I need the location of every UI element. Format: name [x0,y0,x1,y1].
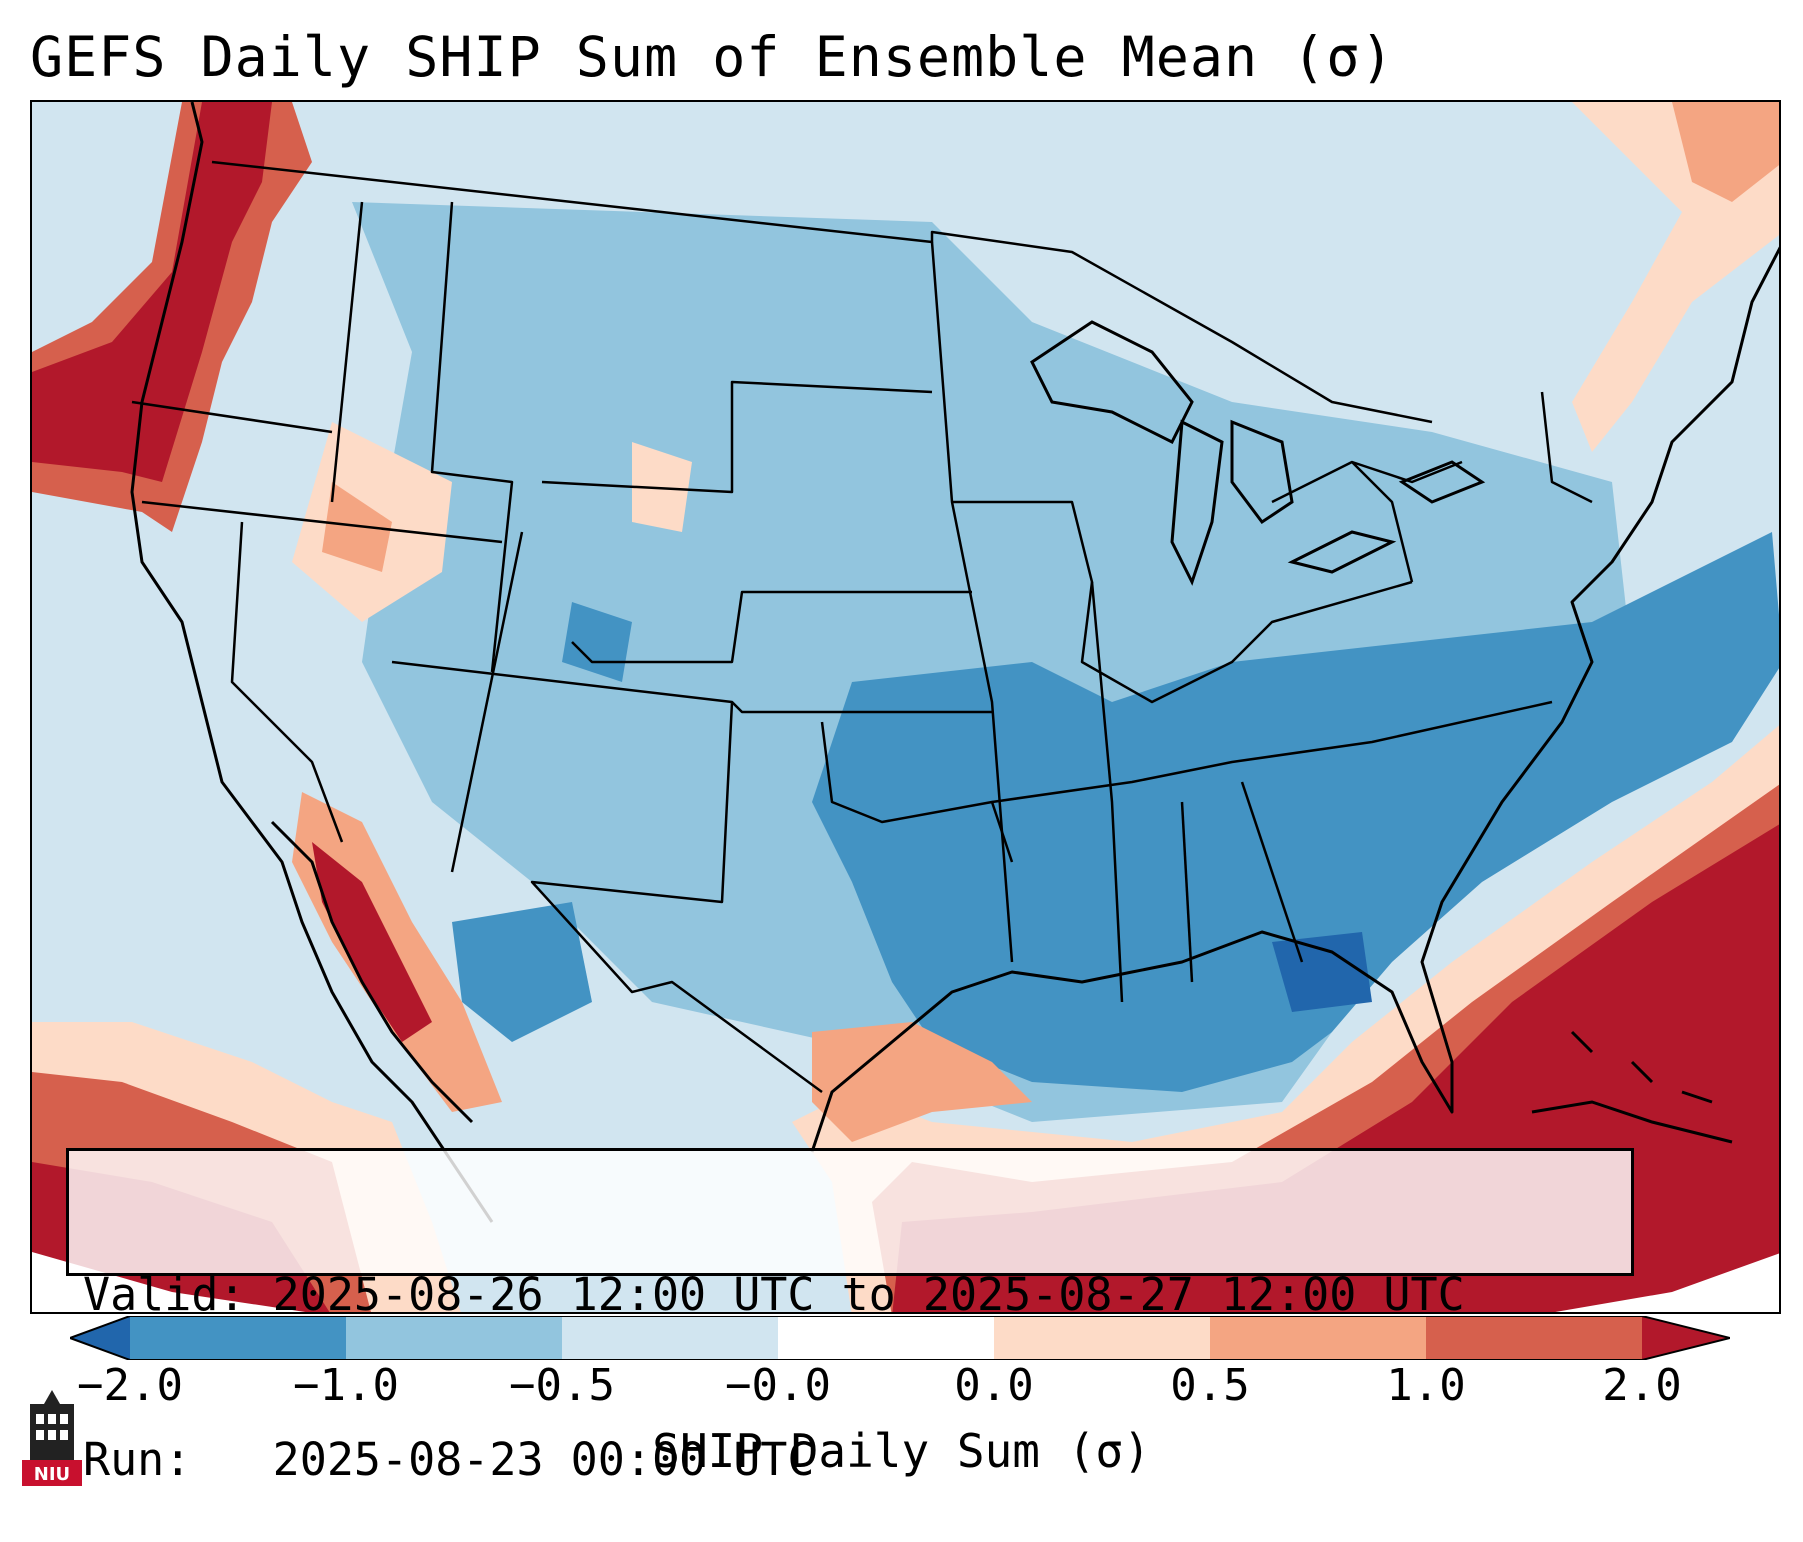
colorbar-bin-3 [562,1316,778,1360]
colorbar-tick-label: −0.0 [725,1360,831,1411]
texas-border [530,701,823,1094]
pa-ny-border [1271,460,1463,504]
gulf-of-california-coast [270,820,474,1124]
colorbar-label: SHIP Daily Sum (σ) [652,1424,1151,1478]
colorbar-tick-label: 0.5 [1170,1360,1250,1411]
lake-ontario [1398,460,1486,504]
validity-info-box: Valid: 2025-08-26 12:00 UTC to 2025-08-2… [66,1148,1634,1486]
great-lakes [1030,320,1486,586]
cuba-outline [1531,1100,1733,1144]
new-england-border [1540,391,1593,504]
wa-or-border [131,400,333,434]
map-canvas [32,102,1779,1312]
ms-al-border [1090,581,1124,1003]
lake-huron [1230,419,1294,525]
projection-edge-right [1555,1253,1779,1312]
colorbar-bin-1 [130,1316,346,1360]
logo-text: NIU [34,1464,70,1485]
run-time-text: Run: 2025-08-23 00:00 UTC [83,1433,815,1486]
baja-max [312,842,432,1042]
atlantic-gulf-coastline [810,246,1779,1153]
texas-coast-high [812,1022,1032,1142]
pacific-coastline [130,102,494,1223]
colorbar-bin-4 [778,1316,994,1360]
az-nm-border [450,531,524,873]
central-latitude-border [391,660,992,714]
pnw-max [32,102,272,482]
wyoming-anomaly [632,442,692,532]
lake-erie [1287,530,1397,574]
map-panel[interactable] [30,100,1781,1314]
map-title: GEFS Daily SHIP Sum of Ensemble Mean (σ) [30,25,1395,89]
id-border [330,201,364,503]
colorbar-tick-label: −0.5 [509,1360,615,1411]
colorbar-extend-left [70,1316,130,1360]
colorbar-tick-label: −1.0 [293,1360,399,1411]
projection-edge-left [32,1252,306,1312]
colorbar-bin-7 [1426,1316,1642,1360]
mexico-low-patch [452,902,592,1042]
colorbar-tick-label: 2.0 [1602,1360,1682,1411]
colorbar-extend-right [1642,1316,1730,1360]
tn-nc-border [991,700,1553,804]
co-ks-border [571,590,972,664]
colorbar-bin-5 [994,1316,1210,1360]
lake-michigan [1170,419,1224,586]
wy-sd-border [541,380,933,494]
colorbar-bin-6 [1210,1316,1426,1360]
mt-id-border [430,201,514,673]
gulf-minimum [1272,932,1372,1012]
central-meridian-border [930,241,1014,963]
colorbar-tick-label: 0.0 [954,1360,1034,1411]
colorbar-bin-2 [346,1316,562,1360]
ga-fl-border [1240,781,1304,963]
colorbar [70,1316,1730,1360]
ok-border [820,721,1014,863]
northeast-high [1672,102,1779,202]
political-borders [131,160,1593,1094]
southeast-low-field [812,532,1779,1092]
pa-border [1351,461,1414,583]
or-ca-nv-border [141,500,503,544]
bahamas-outline [1570,1030,1713,1104]
al-ga-border [1180,801,1194,983]
valid-time-text: Valid: 2025-08-26 12:00 UTC to 2025-08-2… [83,1268,1465,1321]
ca-nv-border [230,521,344,843]
university-tower-icon: NIU [22,1390,82,1486]
coastlines [130,102,1779,1223]
caribbean-islands [1531,1030,1733,1144]
midwest-border [952,500,1413,704]
colorbar-tick-label: −2.0 [77,1360,183,1411]
colorbar-tick-label: 1.0 [1386,1360,1466,1411]
